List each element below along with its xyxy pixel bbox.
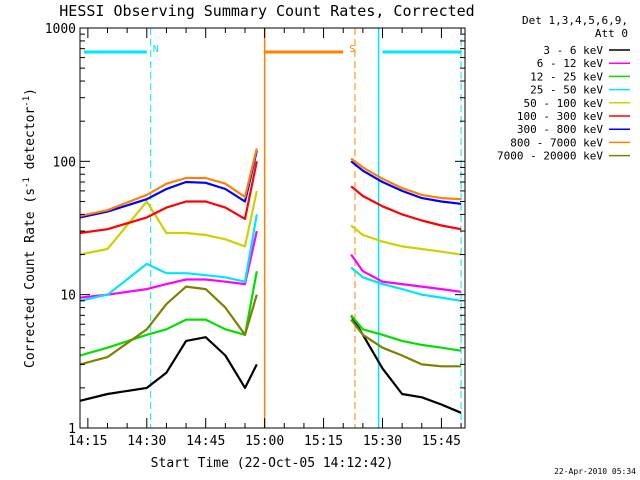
y-label-part-2: detector bbox=[23, 107, 38, 178]
series-line bbox=[79, 285, 462, 368]
x-tick-label: 14:15 bbox=[68, 434, 107, 449]
legend-label: 3 - 6 keV bbox=[543, 44, 603, 57]
legend-label: 800 - 7000 keV bbox=[510, 136, 603, 149]
footer-date: 22-Apr-2010 05:34 bbox=[554, 467, 636, 476]
legend-label: 6 - 12 keV bbox=[537, 57, 604, 70]
legend-label: 50 - 100 keV bbox=[524, 97, 604, 110]
series-line bbox=[79, 230, 462, 299]
legend-label: 25 - 50 keV bbox=[530, 84, 603, 97]
legend-label: 100 - 300 keV bbox=[517, 110, 603, 123]
x-tick-label: 15:45 bbox=[422, 434, 461, 449]
series-line bbox=[79, 190, 462, 256]
series-line bbox=[79, 270, 462, 357]
x-tick-label: 15:15 bbox=[304, 434, 343, 449]
y-label-sup-2: -1 bbox=[22, 96, 32, 107]
y-axis-label: Corrected Count Rate (s-1 detector-1) bbox=[22, 88, 38, 368]
x-tick-label: 15:30 bbox=[363, 434, 402, 449]
x-tick-label: 15:00 bbox=[245, 434, 284, 449]
series-line bbox=[79, 148, 462, 217]
y-axis-ticks: 1 10 100 1000 bbox=[45, 22, 465, 437]
x-axis-ticks: 14:15 14:30 14:45 15:00 15:15 15:30 15:45 bbox=[68, 28, 462, 449]
marker-label: N bbox=[153, 44, 159, 55]
y-label-part-1: Corrected Count Rate (s bbox=[23, 188, 38, 368]
series-line bbox=[79, 214, 462, 302]
x-tick-label: 14:45 bbox=[186, 434, 225, 449]
legend-header-attenuator: Att 0 bbox=[595, 27, 628, 40]
marker-label: S bbox=[349, 44, 355, 55]
legend-label: 7000 - 20000 keV bbox=[497, 150, 603, 163]
y-tick-label: 1000 bbox=[45, 22, 76, 37]
y-tick-label: 1 bbox=[68, 422, 76, 437]
y-tick-label: 10 bbox=[60, 289, 76, 304]
plot-frame bbox=[79, 27, 466, 429]
series-layer bbox=[79, 148, 462, 414]
series-line bbox=[79, 161, 462, 235]
y-tick-label: 100 bbox=[53, 155, 76, 170]
y-label-sup-1: -1 bbox=[22, 177, 32, 188]
legend-header-detectors: Det 1,3,4,5,6,9, bbox=[522, 14, 628, 27]
x-tick-label: 14:30 bbox=[127, 434, 166, 449]
legend-label: 12 - 25 keV bbox=[530, 70, 603, 83]
x-axis-label: Start Time (22-Oct-05 14:12:42) bbox=[151, 456, 394, 471]
series-line bbox=[79, 150, 462, 219]
y-label-part-3: ) bbox=[23, 88, 38, 96]
legend-label: 300 - 800 keV bbox=[517, 123, 603, 136]
chart-title: HESSI Observing Summary Count Rates, Cor… bbox=[59, 2, 474, 20]
